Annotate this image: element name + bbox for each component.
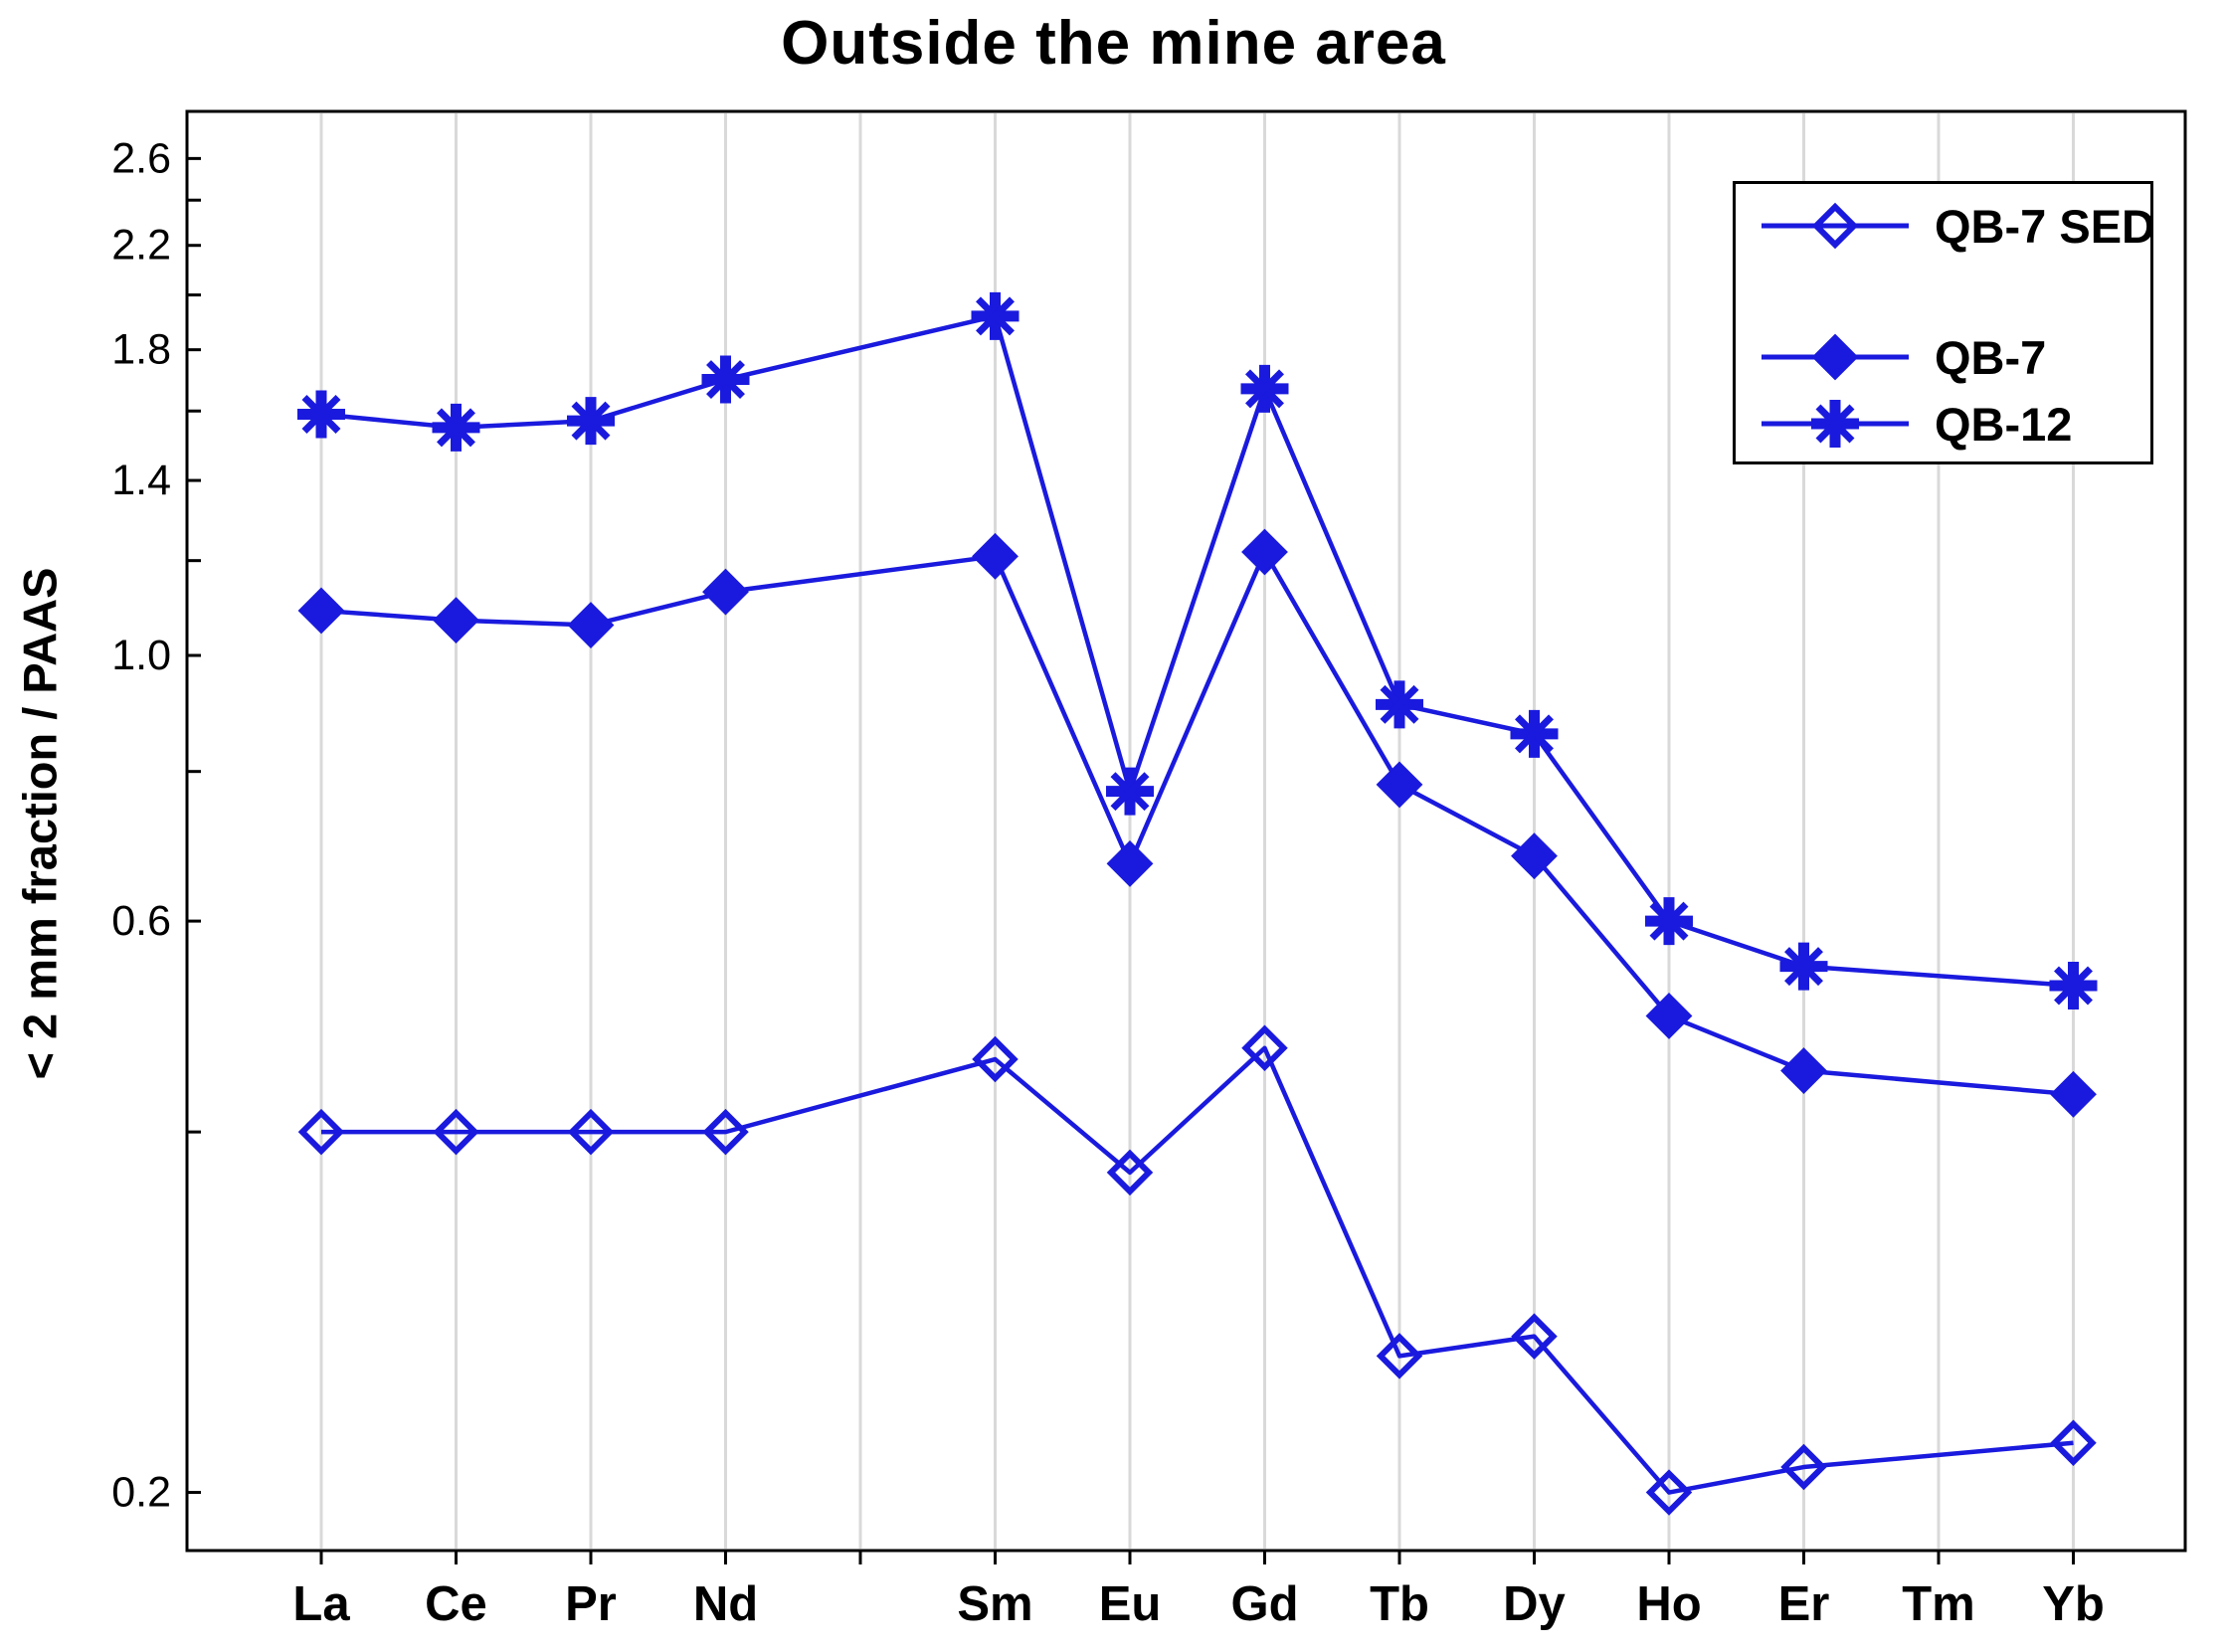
y-tick-label: 1.0 [111, 632, 171, 679]
data-point-marker [1511, 1313, 1558, 1360]
data-point-marker [1376, 680, 1423, 729]
data-point-marker [1645, 1469, 1693, 1516]
data-point-marker [971, 291, 1020, 340]
y-axis-ticks: 2.6 2.2 1.8 1.4 1.0 0.6 0.2 [111, 134, 201, 1517]
x-tick-label: Ho [1636, 1577, 1701, 1631]
x-tick-label: Er [1778, 1577, 1830, 1631]
data-point-marker [1780, 1443, 1827, 1491]
x-tick-label: Ce [425, 1577, 487, 1631]
x-tick-label: Yb [2042, 1577, 2105, 1631]
data-point-marker [432, 403, 480, 452]
data-point-marker [567, 397, 615, 446]
x-tick-label: Sm [957, 1577, 1032, 1631]
plot-frame [185, 109, 2187, 1553]
x-tick-label: La [292, 1577, 350, 1631]
data-point-marker [702, 568, 749, 616]
data-point-marker [1511, 832, 1558, 880]
data-point-marker [972, 532, 1019, 580]
data-point-marker [1376, 1333, 1423, 1379]
legend-label: QB-12 [1935, 397, 2073, 451]
legend-item-qb12: QB-12 [1752, 392, 2072, 456]
data-point-marker [1106, 839, 1154, 887]
x-tick-label: Tb [1370, 1577, 1429, 1631]
data-point-marker [297, 587, 345, 635]
data-point-marker [1106, 767, 1154, 816]
data-point-marker [433, 597, 479, 644]
grid-lines [319, 113, 2075, 1549]
y-tick-label: 1.8 [111, 326, 171, 374]
x-axis-ticks: La Ce Pr Nd Sm Eu Gd Tb Dy Ho Er Tm Yb [292, 1551, 2105, 1631]
open-diamond-icon [1762, 202, 1909, 250]
legend-label: QB-7 [1935, 330, 2047, 384]
y-tick-label: 2.2 [111, 222, 171, 270]
data-point-marker [972, 1035, 1019, 1083]
data-point-marker [1510, 709, 1559, 758]
series-qb-7-sed [297, 1024, 2097, 1516]
y-tick-label: 1.4 [111, 457, 171, 504]
y-tick-label: 0.2 [111, 1469, 171, 1517]
data-point-marker [1779, 942, 1828, 991]
data-point-marker [1811, 400, 1859, 448]
data-point-marker [1645, 897, 1693, 946]
legend-item-qb7-sed: QB-7 SED [1752, 194, 2155, 258]
series-qb-7 [297, 528, 2097, 1118]
data-point-marker [2050, 1419, 2097, 1466]
y-tick-label: 2.6 [111, 134, 171, 182]
data-point-marker [1376, 761, 1423, 809]
series-qb-12 [297, 291, 2098, 1010]
x-tick-label: Eu [1099, 1577, 1162, 1631]
legend-item-qb7: QB-7 [1752, 325, 2046, 389]
asterisk-icon [1762, 400, 1909, 448]
data-point-marker [297, 390, 345, 439]
x-tick-label: Gd [1230, 1577, 1298, 1631]
chart-title: Outside the mine area [781, 9, 1446, 78]
data-point-marker [1241, 1024, 1288, 1072]
data-point-marker [1811, 202, 1859, 250]
data-point-marker [1811, 333, 1859, 381]
data-point-marker [567, 602, 615, 648]
data-point-marker [1780, 1047, 1827, 1094]
filled-diamond-icon [1762, 333, 1909, 381]
x-tick-label: Tm [1902, 1577, 1975, 1631]
data-point-marker [297, 1108, 345, 1156]
data-point-marker [1106, 1149, 1154, 1196]
legend: QB-7 SED QB-7 QB-12 [1733, 181, 2155, 464]
data-point-marker [2049, 961, 2098, 1010]
data-point-marker [433, 1108, 479, 1156]
data-point-marker [1240, 364, 1289, 413]
data-point-marker [702, 1108, 749, 1156]
data-point-marker [2050, 1070, 2097, 1118]
legend-label: QB-7 SED [1935, 199, 2155, 253]
data-point-marker [701, 355, 750, 404]
x-tick-label: Pr [565, 1577, 617, 1631]
data-point-marker [1241, 528, 1288, 576]
x-tick-label: Nd [693, 1577, 758, 1631]
data-point-marker [1645, 993, 1693, 1039]
data-point-marker [567, 1108, 615, 1156]
x-tick-label: Dy [1503, 1577, 1566, 1631]
y-tick-label: 0.6 [111, 897, 171, 945]
